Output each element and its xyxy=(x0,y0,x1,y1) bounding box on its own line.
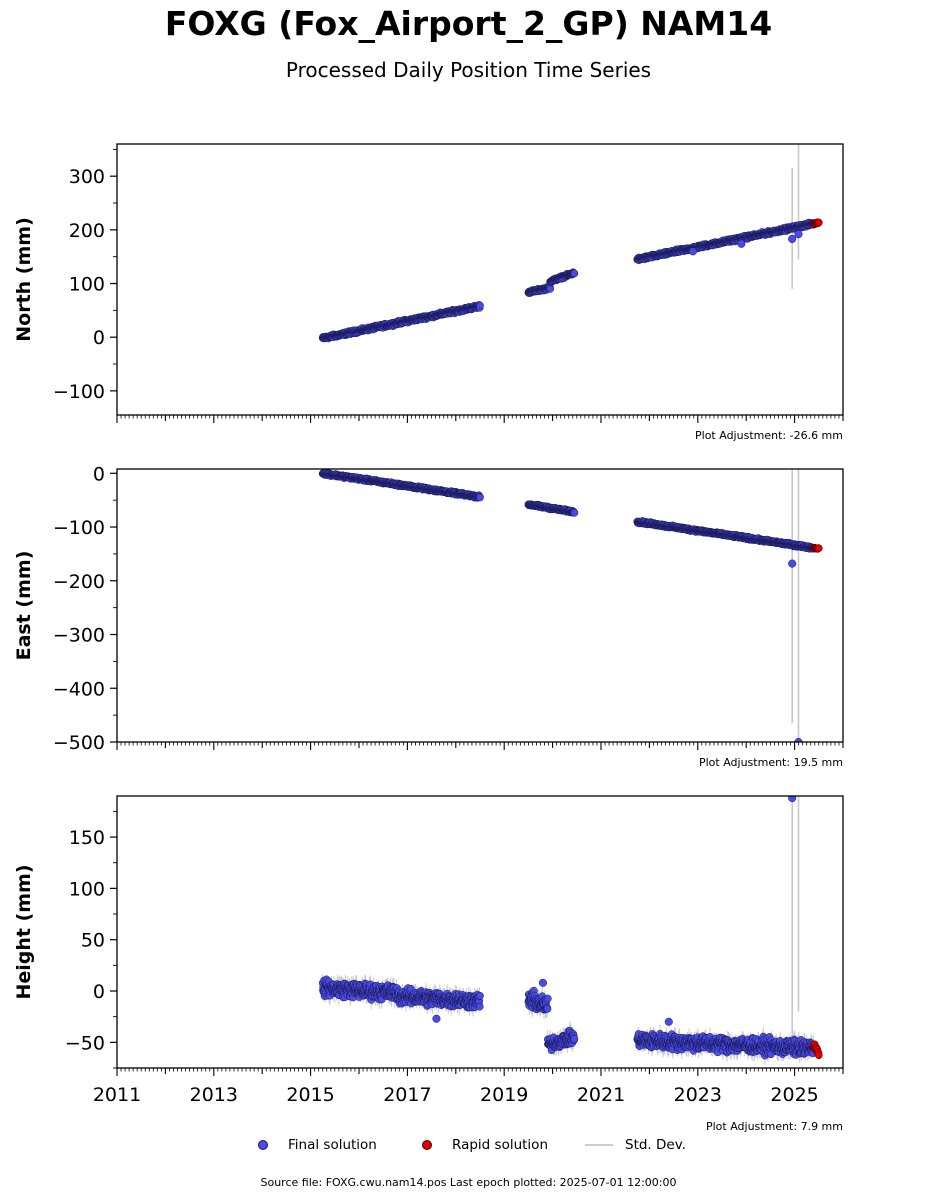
final-outlier-point xyxy=(794,737,803,742)
panel-1: −100 0 100 200 300 North (mm) Plot Adjustment:… xyxy=(13,143,844,442)
plot-area-3 xyxy=(318,796,823,1065)
final-solution-points xyxy=(318,469,818,742)
plot-adjustment-note: Plot Adjustment: -26.6 mm xyxy=(695,429,843,442)
y-axis-ticks-1: −100 0 100 200 300 xyxy=(53,148,117,403)
final-outlier-point xyxy=(688,247,698,256)
final-outlier-point xyxy=(737,239,746,248)
y-tick-label: 300 xyxy=(69,166,105,188)
x-axis-ticks-1 xyxy=(116,415,844,423)
x-axis-ticks-2 xyxy=(116,742,844,750)
plot-area-2 xyxy=(318,469,823,742)
y-axis-label: North (mm) xyxy=(13,217,35,342)
chart-title: FOXG (Fox_Airport_2_GP) NAM14 xyxy=(164,4,773,43)
rapid-solution-points xyxy=(810,218,823,229)
y-axis-ticks-2: −500 −400 −300 −200 −100 0 xyxy=(53,463,117,754)
panel-2: −500 −400 −300 −200 −100 0 East (mm) Plot Adjus… xyxy=(13,463,844,769)
final-point xyxy=(476,493,484,502)
axes-frame-1 xyxy=(116,143,844,416)
final-point xyxy=(546,284,555,293)
final-solution-points xyxy=(318,218,818,343)
y-tick-label: −100 xyxy=(53,381,105,403)
rapid-point xyxy=(814,544,823,553)
y-tick-label: −200 xyxy=(53,571,105,593)
rapid-solution-points xyxy=(810,543,823,553)
final-point xyxy=(570,269,579,278)
y-tick-label: 100 xyxy=(69,274,105,296)
final-outlier-point xyxy=(788,234,797,244)
y-tick-label: 200 xyxy=(69,220,105,242)
plot-area-1 xyxy=(318,144,823,343)
y-tick-label: 0 xyxy=(93,463,105,485)
chart-subtitle: Processed Daily Position Time Series xyxy=(285,58,652,82)
axes-frame-2 xyxy=(116,468,844,743)
y-tick-label: 0 xyxy=(93,327,105,349)
y-tick-label: −400 xyxy=(53,678,105,700)
y-axis-label: East (mm) xyxy=(13,551,35,661)
final-outlier-point xyxy=(788,559,797,568)
final-outlier-point xyxy=(794,230,803,239)
final-point xyxy=(476,301,484,310)
y-tick-label: −300 xyxy=(53,625,105,647)
plot-adjustment-note: Plot Adjustment: 19.5 mm xyxy=(699,756,843,769)
y-tick-label: −100 xyxy=(53,517,105,539)
final-solution-points xyxy=(318,796,818,1060)
final-point xyxy=(570,508,579,517)
y-tick-label: −500 xyxy=(53,732,105,754)
rapid-point xyxy=(814,218,823,227)
